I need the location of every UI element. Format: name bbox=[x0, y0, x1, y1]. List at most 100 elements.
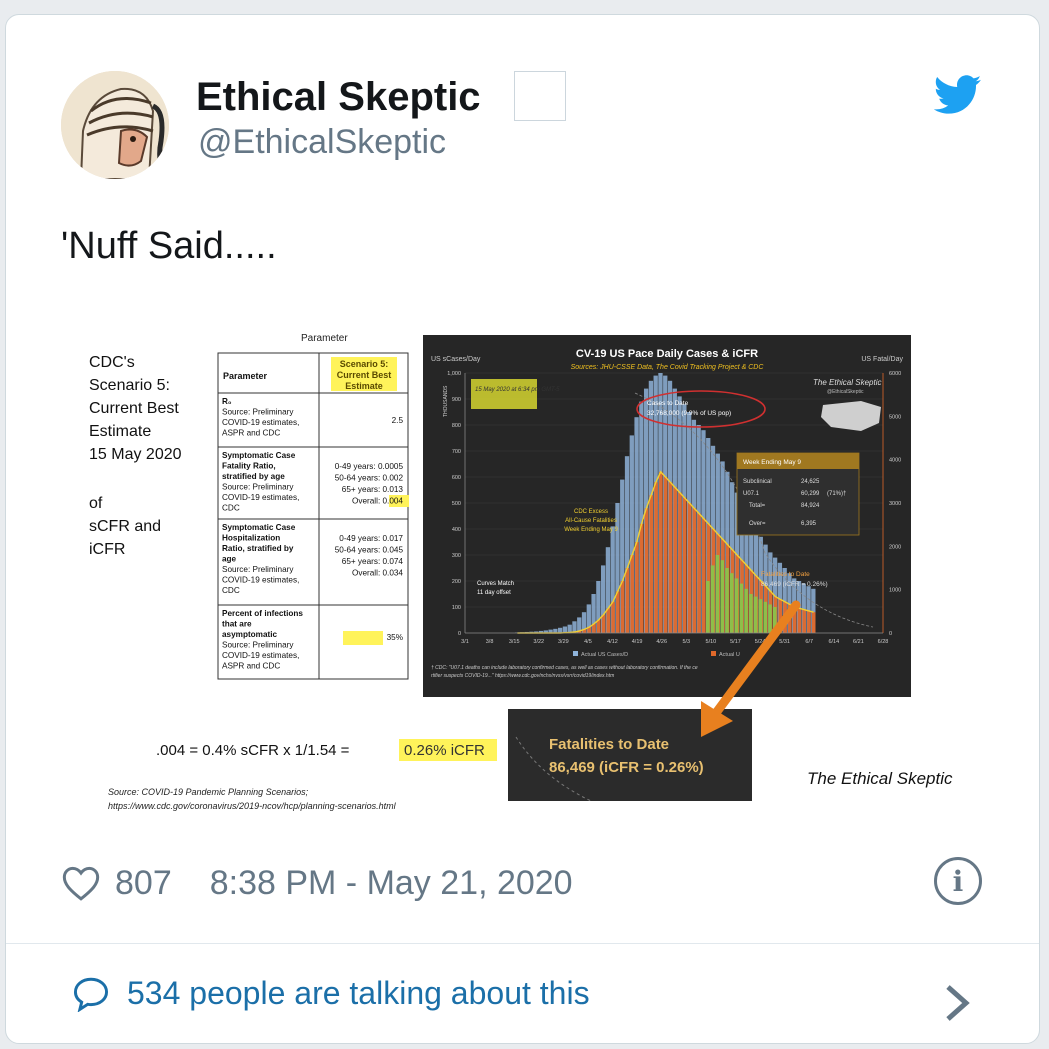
bar-1 bbox=[778, 599, 783, 633]
bar-2 bbox=[725, 568, 729, 633]
info-icon[interactable]: i bbox=[934, 857, 982, 905]
like-count[interactable]: 807 bbox=[115, 863, 172, 902]
bar-2 bbox=[720, 560, 724, 633]
bar-1 bbox=[625, 568, 630, 633]
bar-0 bbox=[557, 627, 563, 633]
bar-1 bbox=[582, 629, 587, 633]
chart-logo-handle: @EthicalSkeptic bbox=[827, 389, 864, 395]
bar-1 bbox=[644, 508, 649, 633]
bar-0 bbox=[629, 435, 634, 633]
table-param: R₀ bbox=[222, 397, 232, 406]
x-tick-label: 4/19 bbox=[632, 639, 643, 645]
x-tick-label: 5/31 bbox=[779, 639, 790, 645]
chart-title: CV-19 US Pace Daily Cases & iCFR bbox=[576, 348, 758, 360]
left-tick-label: 800 bbox=[452, 423, 461, 429]
table-param: ASPR and CDC bbox=[222, 662, 280, 671]
x-tick-label: 5/24 bbox=[755, 639, 766, 645]
chart-logo: The Ethical Skeptic bbox=[813, 378, 881, 387]
right-tick-label: 2000 bbox=[889, 544, 901, 550]
week-row-pct: (71%)† bbox=[827, 491, 846, 497]
x-tick-label: 3/29 bbox=[558, 639, 569, 645]
week-row-label: Over= bbox=[749, 521, 766, 527]
bar-0 bbox=[538, 630, 544, 633]
author-name[interactable]: Ethical Skeptic bbox=[196, 75, 481, 119]
week-title: Week Ending May 9 bbox=[743, 459, 801, 466]
table-value: 50-64 years: 0.002 bbox=[335, 474, 404, 483]
bar-0 bbox=[577, 617, 582, 633]
x-tick-label: 5/17 bbox=[730, 639, 741, 645]
bar-0 bbox=[548, 629, 553, 633]
curves-match-label: 11 day offset bbox=[477, 590, 511, 596]
tweet-text: 'Nuff Said..... bbox=[61, 225, 277, 267]
author-handle[interactable]: @EthicalSkeptic bbox=[198, 123, 447, 161]
bar-2 bbox=[768, 604, 772, 633]
date-note: 15 May 2020 at 6:34 pm GMT-5 bbox=[475, 387, 560, 393]
x-tick-label: 3/8 bbox=[486, 639, 494, 645]
bar-0 bbox=[581, 612, 587, 633]
twitter-bird-icon[interactable] bbox=[934, 75, 982, 115]
bar-0 bbox=[806, 586, 811, 633]
bar-0 bbox=[567, 624, 572, 633]
right-tick-label: 0 bbox=[889, 631, 892, 637]
cases-value: 32,768,000 (9.9% of US pop) bbox=[647, 410, 731, 417]
left-label-line: Scenario 5: bbox=[89, 377, 170, 394]
right-tick-label: 4000 bbox=[889, 458, 901, 464]
table-value: 65+ years: 0.013 bbox=[342, 485, 404, 494]
table-param: age bbox=[222, 555, 237, 564]
bar-1 bbox=[678, 492, 682, 633]
table-param: COVID-19 estimates, bbox=[222, 418, 299, 427]
right-tick-label: 5000 bbox=[889, 414, 901, 420]
bar-1 bbox=[687, 503, 692, 633]
bar-1 bbox=[802, 609, 806, 633]
bar-2 bbox=[715, 555, 720, 633]
talking-text: 534 people are talking about this bbox=[127, 975, 590, 1011]
left-axis-label: US sCases/Day bbox=[431, 356, 481, 363]
chart-fatalities-value: 86,469 (iCFR = 0.26%) bbox=[761, 581, 828, 588]
talking-link[interactable]: 534 people are talking about this bbox=[71, 975, 590, 1012]
divider bbox=[6, 943, 1039, 944]
timestamp[interactable]: 8:38 PM - May 21, 2020 bbox=[209, 863, 573, 902]
week-row-label: U07.1 bbox=[743, 491, 760, 497]
x-tick-label: 5/10 bbox=[706, 639, 717, 645]
scenario-table: Parameter Parameter Scenario 5:Current B… bbox=[217, 333, 409, 680]
bar-0 bbox=[591, 594, 596, 633]
chart-fatalities-label: Fatalities to Date bbox=[761, 571, 810, 578]
table-value: 2.5 bbox=[392, 416, 404, 425]
bar-0 bbox=[801, 583, 806, 633]
cases-label: Cases to Date bbox=[647, 400, 689, 407]
curves-match-label: Curves Match bbox=[477, 581, 514, 587]
table-param: ASPR and CDC bbox=[222, 429, 280, 438]
bar-0 bbox=[610, 526, 615, 633]
left-tick-label: 1,000 bbox=[447, 371, 461, 377]
x-tick-label: 5/3 bbox=[682, 639, 690, 645]
bar-1 bbox=[663, 477, 668, 633]
tweet-actions: 807 8:38 PM - May 21, 2020 bbox=[61, 853, 573, 913]
bar-1 bbox=[792, 607, 797, 633]
avatar[interactable] bbox=[61, 71, 169, 179]
orange-arrow bbox=[701, 600, 801, 737]
bar-2 bbox=[744, 588, 748, 633]
bar-1 bbox=[682, 497, 687, 633]
table-header-scenario: Estimate bbox=[345, 381, 383, 391]
table-param: Fatality Ratio, bbox=[222, 462, 276, 471]
bar-2 bbox=[710, 565, 715, 633]
bar-0 bbox=[615, 503, 620, 633]
fatalities-callout: Fatalities to Date 86,469 (iCFR = 0.26%) bbox=[508, 709, 752, 802]
week-row-value: 84,924 bbox=[801, 503, 820, 509]
bar-1 bbox=[630, 555, 634, 633]
table-param: Ratio, stratified by bbox=[222, 544, 294, 553]
bar-0 bbox=[811, 588, 816, 633]
table-param: COVID-19 estimates, bbox=[222, 576, 299, 585]
table-param: Source: Preliminary bbox=[222, 565, 294, 574]
left-tick-label: 0 bbox=[458, 631, 461, 637]
bar-0 bbox=[562, 626, 568, 633]
tweet-media[interactable]: CDC's Scenario 5: Current Best Estimate 15 M… bbox=[61, 307, 991, 827]
bar-0 bbox=[586, 604, 591, 633]
week-row-value: 6,395 bbox=[801, 521, 817, 527]
chevron-right-icon[interactable] bbox=[944, 983, 970, 1023]
heart-icon[interactable] bbox=[61, 864, 101, 902]
week-row-label: Subclinical bbox=[743, 479, 772, 485]
left-tick-label: 300 bbox=[452, 553, 461, 559]
bar-1 bbox=[706, 523, 711, 633]
